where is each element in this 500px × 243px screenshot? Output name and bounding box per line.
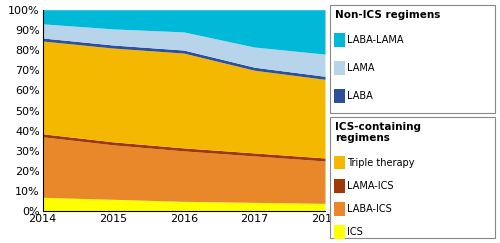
Text: ICS-containing
regimens: ICS-containing regimens [335,122,421,143]
Text: LABA-ICS: LABA-ICS [348,204,392,214]
Text: Triple therapy: Triple therapy [348,158,415,168]
Text: ICS: ICS [348,227,363,237]
Text: LAMA: LAMA [348,63,375,73]
Text: Non-ICS regimens: Non-ICS regimens [335,10,440,20]
Text: LABA: LABA [348,91,373,101]
Text: LAMA-ICS: LAMA-ICS [348,181,394,191]
Text: LABA-LAMA: LABA-LAMA [348,35,404,45]
